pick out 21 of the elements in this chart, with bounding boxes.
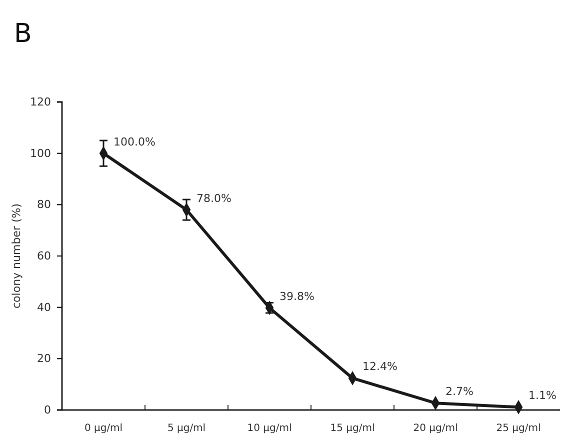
data-label: 2.7% xyxy=(446,385,474,398)
x-tick-label: 25 μg/ml xyxy=(496,423,541,434)
y-tick-label: 120 xyxy=(30,96,51,109)
data-label: 100.0% xyxy=(114,135,156,148)
x-tick-label: 20 μg/ml xyxy=(413,423,458,434)
y-axis-title: colony number (%) xyxy=(10,203,23,309)
y-tick-label: 60 xyxy=(37,250,51,263)
y-tick-label: 20 xyxy=(37,352,51,366)
chart-title: B xyxy=(14,19,32,49)
y-tick-label: 80 xyxy=(37,198,51,212)
x-tick-label: 0 μg/ml xyxy=(84,423,123,434)
y-tick-label: 0 xyxy=(44,404,51,417)
data-label: 12.4% xyxy=(362,360,398,374)
data-label: 78.0% xyxy=(196,192,232,205)
x-tick-label: 5 μg/ml xyxy=(167,423,206,434)
x-tick-label: 15 μg/ml xyxy=(330,423,375,434)
y-tick-label: 40 xyxy=(37,300,51,314)
y-tick-label: 100 xyxy=(30,146,51,160)
data-label: 39.8% xyxy=(280,290,314,303)
data-label: 1.1% xyxy=(528,389,556,402)
x-tick-label: 10 μg/ml xyxy=(247,423,292,434)
